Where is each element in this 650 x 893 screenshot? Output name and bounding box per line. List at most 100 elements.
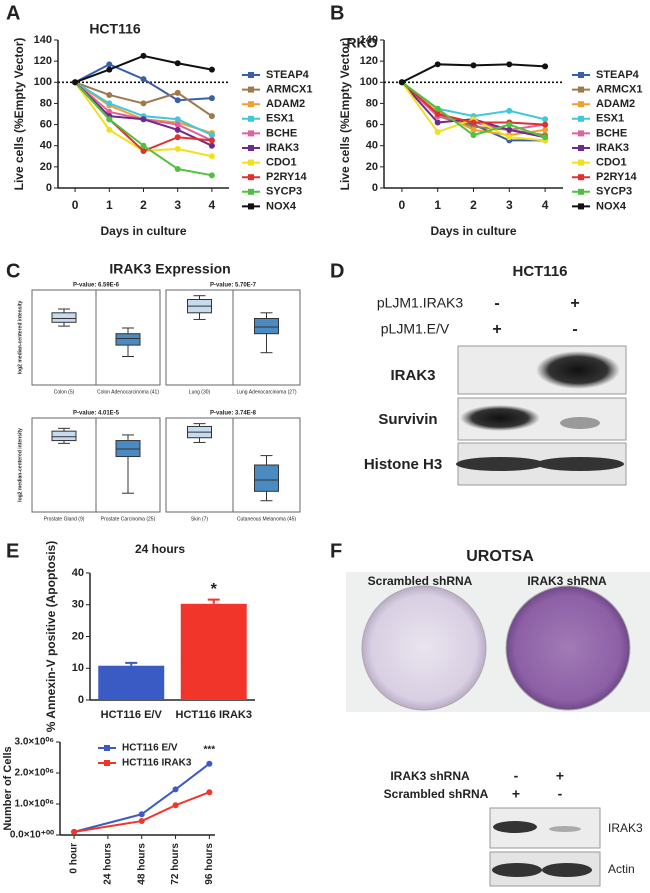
bar [98, 665, 165, 700]
chart-title: HCT116 [89, 21, 141, 37]
data-point [174, 121, 181, 128]
y-tick-label: 0 [46, 182, 52, 194]
data-point [138, 811, 145, 818]
blot-label: Actin [608, 862, 635, 876]
blot-label: Survivin [378, 411, 437, 428]
row-label: IRAK3 shRNA [390, 769, 470, 783]
legend-marker [578, 115, 584, 122]
y-tick-label: 40 [366, 140, 378, 152]
panel-label: D [330, 260, 344, 282]
annotation: * [211, 581, 218, 598]
x-tick-label: Colon (5) [54, 389, 75, 395]
blot-band [542, 863, 592, 877]
data-point [506, 134, 513, 141]
lane-sign: - [514, 768, 519, 784]
legend-label: IRAK3 [266, 142, 299, 154]
legend-label: STEAP4 [596, 69, 640, 81]
y-tick-label: 3.0×10⁰⁶ [15, 737, 54, 748]
x-tick-label: 3 [174, 198, 181, 212]
legend-marker [578, 145, 584, 151]
data-point [434, 61, 441, 68]
x-tick-label: 2 [470, 198, 477, 212]
legend-marker [248, 101, 254, 108]
lane-sign: + [556, 768, 564, 784]
data-point [206, 760, 213, 767]
data-point [470, 62, 477, 69]
data-point [206, 789, 213, 796]
legend-marker [248, 115, 254, 122]
data-point [174, 126, 181, 133]
data-point [174, 60, 181, 67]
plate [505, 585, 631, 711]
x-tick-label: 4 [542, 198, 549, 212]
legend-label: CDO1 [266, 157, 297, 169]
y-tick-label: 120 [360, 55, 378, 67]
legend-label: NOX4 [266, 200, 297, 212]
box [254, 464, 279, 492]
chart-title: RKO [346, 35, 377, 51]
blot-label: Histone H3 [364, 456, 442, 473]
x-tick-label: Lung (30) [189, 389, 211, 395]
data-point [174, 145, 181, 152]
x-tick-label: Prostate Carcinoma (25) [101, 516, 156, 522]
data-point [208, 172, 215, 179]
data-point [140, 148, 147, 154]
x-tick-label: 3 [506, 198, 513, 212]
panel-label: F [330, 540, 342, 562]
series-line [73, 791, 210, 833]
y-tick-label: 0.0×10⁺⁰⁰ [10, 830, 54, 841]
legend-label: SYCP3 [266, 186, 302, 198]
y-tick-label: 20 [366, 161, 378, 173]
plate-label: IRAK3 shRNA [527, 574, 607, 588]
blot-band [460, 405, 540, 431]
x-tick-label: 1 [106, 198, 113, 212]
legend-label: SYCP3 [596, 186, 632, 198]
data-point [106, 66, 113, 73]
x-tick-label: HCT116 IRAK3 [176, 709, 252, 721]
legend-marker [578, 174, 584, 181]
legend-label: ADAM2 [266, 98, 305, 110]
data-point [470, 119, 477, 126]
blot-band [493, 821, 537, 833]
western-blot-d: HCT116 pLJM1.IRAK3 - + pLJM1.E/V + - IRA… [364, 263, 627, 486]
y-tick-label: 10 [72, 662, 84, 674]
lane-sign: - [494, 295, 499, 312]
legend-label: NOX4 [596, 200, 627, 212]
legend-marker [578, 159, 584, 166]
y-axis-label: Live cells (%Empty Vector) [338, 38, 352, 191]
legend-marker [578, 72, 584, 78]
data-point [208, 142, 215, 149]
y-tick-label: 100 [360, 76, 378, 88]
data-point [71, 828, 78, 835]
legend-label: P2RY14 [596, 171, 637, 183]
data-point [470, 132, 477, 139]
legend-label: HCT116 E/V [122, 743, 178, 754]
data-point [434, 128, 441, 135]
panel-label: B [330, 2, 344, 24]
x-tick-label: 72 hours [170, 843, 181, 885]
data-point [140, 116, 147, 123]
data-point [434, 119, 441, 126]
x-tick-label: HCT116 E/V [101, 709, 163, 721]
data-point [174, 89, 181, 96]
legend-label: HCT116 IRAK3 [122, 758, 192, 769]
y-tick-label: 80 [40, 97, 52, 109]
chart-title: 24 hours [135, 542, 185, 556]
legend-label: IRAK3 [596, 142, 629, 154]
data-point [470, 126, 477, 133]
legend-label: ARMCX1 [596, 84, 642, 96]
y-tick-label: 120 [34, 55, 52, 67]
error-bar [207, 598, 220, 604]
row-label: pLJM1.E/V [381, 321, 450, 337]
data-point [208, 132, 215, 139]
lane-sign: - [572, 321, 577, 338]
legend-label: BCHE [266, 127, 297, 139]
x-tick-label: Cutaneous Melanoma (45) [237, 516, 297, 522]
data-point [140, 76, 147, 83]
x-tick-label: 0 [72, 198, 79, 212]
y-tick-label: 1.0×10⁰⁶ [15, 799, 54, 810]
blot-label: IRAK3 [608, 821, 643, 835]
data-point [208, 137, 215, 144]
data-point [138, 818, 145, 825]
